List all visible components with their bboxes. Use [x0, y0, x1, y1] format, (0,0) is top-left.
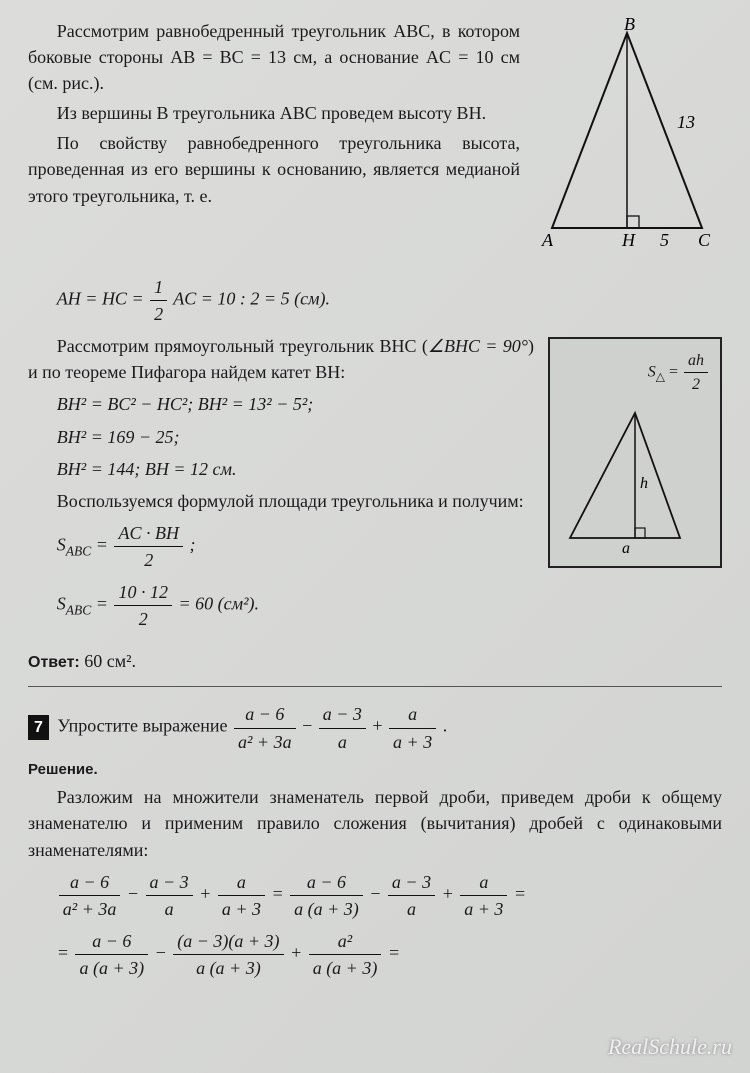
problem-number-badge: 7	[28, 715, 49, 740]
p7-text-1: Разложим на множители знаменатель первой…	[28, 784, 722, 862]
area-formula-box: S△ = ah2 h a	[548, 337, 722, 568]
side-bc-label: 13	[677, 112, 695, 132]
p7-line1: a − 6a² + 3a − a − 3a + aa + 3 = a − 6a …	[57, 869, 722, 922]
point-h-label: H	[621, 230, 636, 250]
sidebox-h-label: h	[640, 475, 648, 492]
watermark: RealSchule.ru	[608, 1031, 732, 1063]
vertex-b-label: B	[624, 18, 635, 34]
separator	[28, 686, 722, 687]
p6-eq6: SABC = 10 · 122 = 60 (см²).	[57, 579, 722, 632]
p6-answer: Ответ: 60 см².	[28, 648, 722, 674]
p7-task: 7 Упростите выражение a − 6a² + 3a − a −…	[28, 701, 722, 754]
vertex-a-label: A	[541, 230, 554, 250]
vertex-c-label: C	[698, 230, 711, 250]
p6-eq1: AH = HC = 1 2 AC = 10 : 2 = 5 (см).	[57, 274, 722, 327]
half-hc-label: 5	[660, 230, 669, 250]
p7-solution-label: Решение.	[28, 759, 722, 781]
p7-line2: = a − 6a (a + 3) − (a − 3)(a + 3)a (a + …	[57, 928, 722, 981]
sidebox-a-label: a	[622, 540, 630, 553]
triangle-figure: B A C H 13 5	[532, 18, 722, 260]
